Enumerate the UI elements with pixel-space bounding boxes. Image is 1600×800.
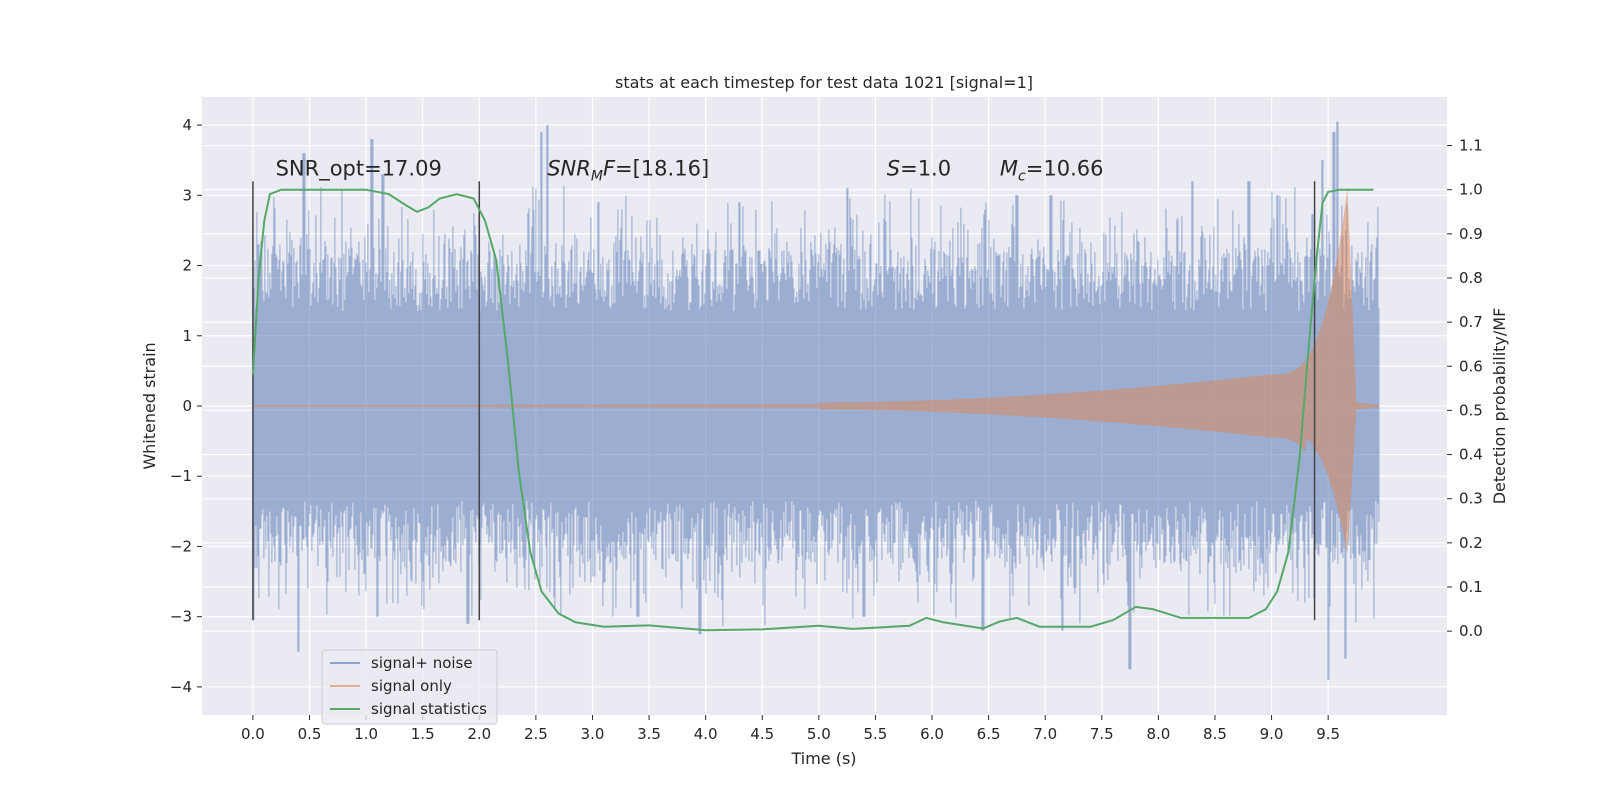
legend-label-signal-statistics: signal statistics <box>371 700 487 718</box>
x-tick-label-17: 8.5 <box>1203 725 1227 743</box>
y-tick-label-0: −4 <box>170 678 192 696</box>
x-tick-label-15: 7.5 <box>1090 725 1114 743</box>
x-tick-label-16: 8.0 <box>1146 725 1170 743</box>
y2-tick-label-0: 0.0 <box>1459 622 1483 640</box>
x-tick-label-10: 5.0 <box>807 725 831 743</box>
x-tick-label-3: 1.5 <box>411 725 435 743</box>
x-tick-label-19: 9.5 <box>1316 725 1340 743</box>
x-tick-label-12: 6.0 <box>920 725 944 743</box>
annotation-3-part-2: =10.66 <box>1026 156 1104 180</box>
annotation-1-part-3: =[18.16] <box>615 156 709 180</box>
y2-tick-label-11: 1.1 <box>1459 137 1483 155</box>
annotation-1: SNRMF=[18.16] <box>547 156 709 184</box>
y-tick-label-2: −2 <box>170 537 192 555</box>
annotation-1-part-1: M <box>591 168 603 184</box>
x-tick-label-1: 0.5 <box>298 725 322 743</box>
annotation-3-part-1: c <box>1018 168 1026 184</box>
y2-tick-label-10: 1.0 <box>1459 181 1483 199</box>
legend-box <box>321 649 498 725</box>
y-tick-label-7: 3 <box>182 186 192 204</box>
x-tick-label-0: 0.0 <box>241 725 265 743</box>
x-tick-label-4: 2.0 <box>467 725 491 743</box>
annotation-0: SNR_opt=17.09 <box>276 156 442 181</box>
y2-tick-label-7: 0.7 <box>1459 313 1483 331</box>
annotation-2-part-0: S <box>887 156 900 180</box>
plot-area <box>251 121 1380 680</box>
x-tick-label-7: 3.5 <box>637 725 661 743</box>
y2-tick-label-6: 0.6 <box>1459 357 1483 375</box>
y-tick-label-5: 1 <box>182 327 192 345</box>
signal-statistics-line <box>251 188 1374 632</box>
x-tick-label-13: 6.5 <box>977 725 1001 743</box>
annotations: SNR_opt=17.09 SNRMF=[18.16] S=1.0 Mc=10.66 <box>276 156 1104 184</box>
vertical-markers <box>252 181 1316 621</box>
y-tick-label-4: 0 <box>182 397 192 415</box>
x-tick-label-8: 4.0 <box>694 725 718 743</box>
annotation-3: Mc=10.66 <box>1000 156 1104 184</box>
y-tick-label-6: 2 <box>182 257 192 275</box>
x-tick-label-14: 7.0 <box>1033 725 1057 743</box>
y2-tick-label-1: 0.1 <box>1459 578 1483 596</box>
series-signal-statistics <box>251 188 1374 632</box>
y-tick-label-1: −3 <box>170 608 192 626</box>
y2-tick-label-2: 0.2 <box>1459 534 1483 552</box>
y2-tick-label-3: 0.3 <box>1459 490 1483 508</box>
y2-tick-label-5: 0.5 <box>1459 401 1483 419</box>
x-axis-ticks: 0.0 0.5 1.0 1.5 2.0 2.5 3.0 3.5 4.0 4.5 5.0 5.5 6.0 6… <box>241 715 1340 743</box>
x-tick-label-18: 9.0 <box>1260 725 1284 743</box>
annotation-2-part-1: =1.0 <box>900 156 951 180</box>
x-tick-label-11: 5.5 <box>864 725 888 743</box>
x-axis-label: Time (s) <box>790 749 856 768</box>
y2-axis-label: Detection probability/MF <box>1490 308 1509 505</box>
y2-tick-label-4: 0.4 <box>1459 446 1483 464</box>
y-tick-label-3: −1 <box>170 467 192 485</box>
annotation-2: S=1.0 <box>887 156 951 180</box>
x-tick-label-5: 2.5 <box>524 725 548 743</box>
x-tick-label-9: 4.5 <box>750 725 774 743</box>
legend-label-signal-only: signal only <box>371 677 452 695</box>
y2-tick-label-8: 0.8 <box>1459 269 1483 287</box>
y2-tick-label-9: 0.9 <box>1459 225 1483 243</box>
chart-title: stats at each timestep for test data 102… <box>615 73 1033 92</box>
y2-axis-ticks: 0.0 0.1 0.2 0.3 0.4 0.5 0.6 0.7 0.8 0.9 1.0 1.1 <box>1447 137 1483 640</box>
y-axis-ticks: −4 −3 −2 −1 0 1 2 3 4 <box>170 116 202 696</box>
legend: signal+ noise signal only signal statist… <box>321 649 498 725</box>
y-tick-label-8: 4 <box>182 116 192 134</box>
annotation-1-part-0: SNR <box>547 156 591 180</box>
x-tick-label-6: 3.0 <box>581 725 605 743</box>
annotation-0-part-0: SNR_opt=17.09 <box>276 156 442 181</box>
y-axis-label: Whitened strain <box>140 342 159 469</box>
legend-label-signal-plus-noise: signal+ noise <box>371 654 473 672</box>
x-tick-label-2: 1.0 <box>354 725 378 743</box>
annotation-3-part-0: M <box>1000 156 1018 180</box>
annotation-1-part-2: F <box>603 156 616 180</box>
